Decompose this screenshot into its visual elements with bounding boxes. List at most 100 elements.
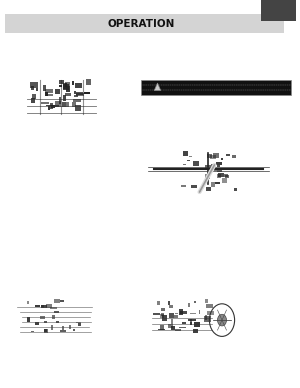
Bar xyxy=(226,154,230,156)
Bar xyxy=(221,158,223,160)
Bar xyxy=(31,86,34,90)
Bar xyxy=(55,89,60,94)
Bar xyxy=(205,315,207,320)
Bar xyxy=(158,329,165,330)
Bar xyxy=(174,315,178,318)
Bar xyxy=(63,84,69,90)
Bar xyxy=(51,325,53,329)
Polygon shape xyxy=(154,83,161,90)
Bar xyxy=(224,175,228,177)
Bar xyxy=(78,323,80,326)
Bar xyxy=(169,305,173,308)
Bar xyxy=(59,85,62,87)
Bar xyxy=(44,329,48,333)
Bar xyxy=(84,92,90,94)
Bar xyxy=(206,187,211,191)
Bar xyxy=(210,155,216,159)
Bar xyxy=(72,81,74,85)
Bar xyxy=(175,329,181,331)
Bar xyxy=(46,94,53,96)
Bar xyxy=(73,99,81,102)
Bar xyxy=(51,105,59,107)
Bar xyxy=(194,301,196,303)
Bar xyxy=(211,164,216,167)
Bar xyxy=(74,95,79,97)
Bar xyxy=(190,322,192,325)
Bar xyxy=(194,161,199,166)
Bar xyxy=(215,182,220,184)
Bar xyxy=(211,182,215,187)
Bar xyxy=(62,102,66,107)
Bar xyxy=(65,93,71,96)
Text: OPERATION: OPERATION xyxy=(107,19,175,29)
Bar xyxy=(59,97,61,104)
Bar xyxy=(191,185,196,188)
Bar xyxy=(188,303,190,307)
Bar xyxy=(171,326,176,330)
Bar xyxy=(179,309,183,315)
Bar xyxy=(217,165,220,167)
Bar xyxy=(175,313,178,314)
Bar xyxy=(189,156,192,157)
Bar xyxy=(217,170,222,172)
Bar xyxy=(32,94,36,99)
Bar xyxy=(51,105,55,108)
Bar xyxy=(60,330,66,332)
Bar xyxy=(222,178,227,183)
Bar xyxy=(76,92,82,95)
Bar xyxy=(168,301,170,305)
Circle shape xyxy=(218,314,226,326)
Bar xyxy=(27,317,30,322)
Bar xyxy=(54,299,60,303)
Bar xyxy=(232,155,236,158)
Bar xyxy=(60,300,64,302)
Bar xyxy=(180,310,187,314)
Bar xyxy=(46,304,52,308)
Bar xyxy=(162,315,167,320)
Bar xyxy=(182,322,186,324)
Bar xyxy=(54,311,59,313)
Bar xyxy=(35,305,40,307)
Bar xyxy=(31,331,34,332)
Bar xyxy=(76,93,84,96)
Bar xyxy=(190,319,192,322)
Bar xyxy=(207,154,211,158)
Bar xyxy=(234,188,237,191)
Bar xyxy=(187,159,190,161)
Bar xyxy=(205,174,208,178)
Bar xyxy=(41,305,46,308)
Bar xyxy=(213,153,219,158)
Bar xyxy=(65,83,67,87)
Bar xyxy=(160,308,165,312)
Bar xyxy=(217,174,221,178)
Bar xyxy=(76,322,81,324)
Bar xyxy=(169,313,174,318)
Bar xyxy=(206,299,208,303)
Bar xyxy=(261,0,296,21)
Bar xyxy=(206,177,209,179)
Bar xyxy=(56,321,59,323)
Bar xyxy=(50,307,57,309)
Bar xyxy=(193,329,198,333)
Bar xyxy=(160,314,164,317)
Bar xyxy=(46,105,53,106)
Bar xyxy=(48,106,50,110)
Bar xyxy=(69,325,70,329)
Bar xyxy=(204,317,211,322)
Bar xyxy=(188,319,196,321)
Bar xyxy=(161,313,164,316)
Bar xyxy=(207,311,214,315)
Bar xyxy=(4,14,284,33)
Bar xyxy=(85,79,91,85)
Bar xyxy=(199,310,200,314)
Bar xyxy=(216,162,222,165)
Bar xyxy=(72,102,76,107)
Bar xyxy=(141,80,291,95)
Bar xyxy=(63,95,66,101)
Bar xyxy=(190,313,196,314)
Bar xyxy=(44,329,46,332)
Bar xyxy=(66,86,70,92)
Bar xyxy=(45,89,53,93)
Bar xyxy=(75,105,81,111)
Bar xyxy=(214,168,217,171)
